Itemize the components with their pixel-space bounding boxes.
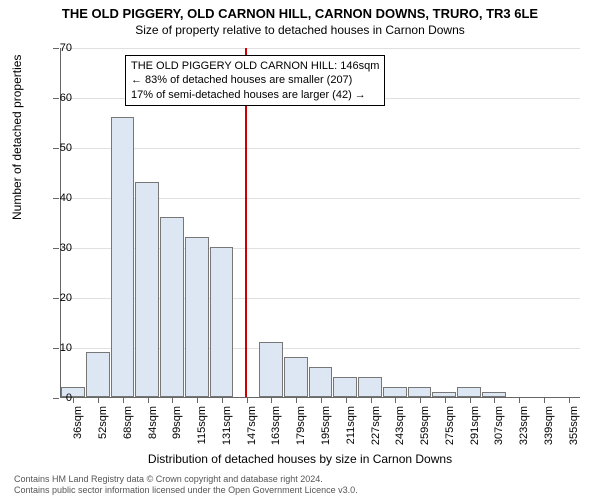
x-tick bbox=[395, 397, 396, 403]
y-tick-label: 70 bbox=[47, 42, 72, 54]
x-tick-label: 259sqm bbox=[419, 406, 431, 454]
x-tick-label: 36sqm bbox=[72, 406, 84, 454]
x-tick-label: 227sqm bbox=[370, 406, 382, 454]
x-tick bbox=[346, 397, 347, 403]
footer-line1: Contains HM Land Registry data © Crown c… bbox=[14, 474, 358, 485]
histogram-bar bbox=[457, 387, 481, 397]
y-tick-label: 20 bbox=[47, 292, 72, 304]
y-tick-label: 60 bbox=[47, 92, 72, 104]
annotation-box: THE OLD PIGGERY OLD CARNON HILL: 146sqm←… bbox=[125, 55, 385, 106]
x-tick bbox=[494, 397, 495, 403]
x-tick bbox=[569, 397, 570, 403]
x-tick bbox=[371, 397, 372, 403]
histogram-bar bbox=[333, 377, 357, 397]
x-tick bbox=[420, 397, 421, 403]
x-tick bbox=[123, 397, 124, 403]
x-tick-label: 211sqm bbox=[345, 406, 357, 454]
x-tick-label: 195sqm bbox=[320, 406, 332, 454]
gridline bbox=[61, 148, 580, 149]
x-tick-label: 291sqm bbox=[469, 406, 481, 454]
x-tick bbox=[519, 397, 520, 403]
histogram-bar bbox=[358, 377, 382, 397]
x-tick-label: 163sqm bbox=[270, 406, 282, 454]
histogram-bar bbox=[111, 117, 135, 397]
x-tick bbox=[197, 397, 198, 403]
histogram-bar bbox=[309, 367, 333, 397]
x-tick-label: 275sqm bbox=[444, 406, 456, 454]
x-tick-label: 115sqm bbox=[196, 406, 208, 454]
x-tick bbox=[470, 397, 471, 403]
histogram-bar bbox=[259, 342, 283, 397]
x-tick bbox=[544, 397, 545, 403]
annotation-line1: THE OLD PIGGERY OLD CARNON HILL: 146sqm bbox=[131, 59, 379, 73]
x-tick-label: 147sqm bbox=[246, 406, 258, 454]
x-tick bbox=[148, 397, 149, 403]
x-tick-label: 323sqm bbox=[518, 406, 530, 454]
x-tick-label: 179sqm bbox=[295, 406, 307, 454]
histogram-bar bbox=[383, 387, 407, 397]
x-tick-label: 307sqm bbox=[493, 406, 505, 454]
x-tick-label: 99sqm bbox=[171, 406, 183, 454]
histogram-bar bbox=[160, 217, 184, 397]
x-tick-label: 131sqm bbox=[221, 406, 233, 454]
x-tick bbox=[321, 397, 322, 403]
x-tick bbox=[98, 397, 99, 403]
y-axis-label: Number of detached properties bbox=[10, 55, 24, 220]
annotation-line2: ← 83% of detached houses are smaller (20… bbox=[131, 73, 379, 87]
histogram-bar bbox=[135, 182, 159, 397]
y-tick-label: 0 bbox=[47, 392, 72, 404]
footer: Contains HM Land Registry data © Crown c… bbox=[14, 474, 358, 496]
footer-line2: Contains public sector information licen… bbox=[14, 485, 358, 496]
x-axis-label: Distribution of detached houses by size … bbox=[0, 452, 600, 466]
annotation-line3: 17% of semi-detached houses are larger (… bbox=[131, 88, 379, 102]
x-tick-label: 84sqm bbox=[147, 406, 159, 454]
x-tick bbox=[172, 397, 173, 403]
histogram-bar bbox=[210, 247, 234, 397]
x-tick bbox=[247, 397, 248, 403]
gridline bbox=[61, 48, 580, 49]
plot-region: THE OLD PIGGERY OLD CARNON HILL: 146sqm←… bbox=[60, 48, 580, 398]
chart-title-sub: Size of property relative to detached ho… bbox=[0, 21, 600, 43]
x-tick-label: 243sqm bbox=[394, 406, 406, 454]
x-tick bbox=[271, 397, 272, 403]
x-tick-label: 52sqm bbox=[97, 406, 109, 454]
histogram-bar bbox=[86, 352, 110, 397]
y-tick-label: 10 bbox=[47, 342, 72, 354]
x-tick bbox=[445, 397, 446, 403]
chart-area: THE OLD PIGGERY OLD CARNON HILL: 146sqm←… bbox=[60, 48, 580, 398]
x-tick bbox=[73, 397, 74, 403]
chart-title-main: THE OLD PIGGERY, OLD CARNON HILL, CARNON… bbox=[0, 0, 600, 21]
histogram-bar bbox=[284, 357, 308, 397]
y-tick-label: 30 bbox=[47, 242, 72, 254]
x-tick-label: 68sqm bbox=[122, 406, 134, 454]
x-tick bbox=[296, 397, 297, 403]
y-tick-label: 50 bbox=[47, 142, 72, 154]
histogram-bar bbox=[185, 237, 209, 397]
x-tick-label: 339sqm bbox=[543, 406, 555, 454]
histogram-bar bbox=[408, 387, 432, 397]
x-tick-label: 355sqm bbox=[568, 406, 580, 454]
x-tick bbox=[222, 397, 223, 403]
y-tick-label: 40 bbox=[47, 192, 72, 204]
